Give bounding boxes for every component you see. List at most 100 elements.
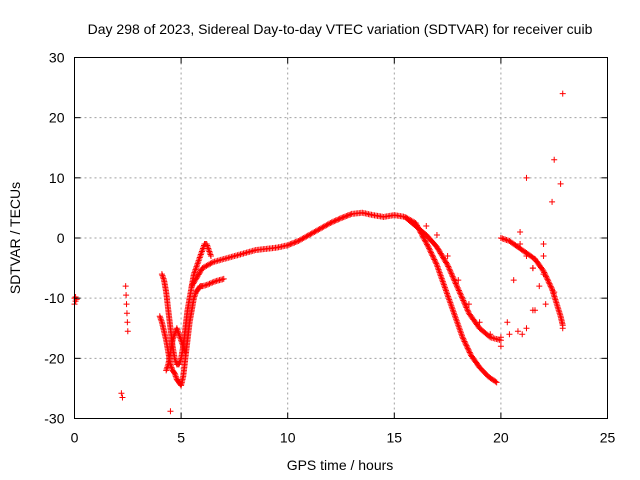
data-point [182, 349, 189, 356]
y-tick-label: 10 [49, 170, 65, 186]
data-point [461, 338, 468, 345]
data-point [284, 242, 291, 249]
data-point [514, 328, 521, 335]
data-point [341, 213, 348, 220]
data-point [167, 408, 174, 415]
data-point [118, 390, 125, 397]
data-point [463, 304, 470, 311]
data-point [460, 297, 467, 304]
data-point [345, 211, 352, 218]
data-point [426, 245, 433, 252]
series-band-branch-2 [423, 222, 494, 338]
data-point [547, 281, 554, 288]
data-point [460, 298, 467, 305]
data-point [445, 263, 452, 270]
axis-ticks: 0 5 10 15 20 25 -30 -20 -10 0 10 20 30 [44, 50, 615, 446]
data-point [448, 271, 455, 278]
data-point [286, 241, 293, 248]
data-point [207, 253, 214, 260]
data-point [517, 241, 524, 248]
data-point [540, 271, 547, 278]
data-point [122, 283, 129, 290]
data-point [430, 255, 437, 262]
data-point [428, 250, 435, 257]
x-tick-label: 25 [600, 430, 616, 446]
data-point [207, 280, 214, 287]
y-tick-label: 20 [49, 110, 65, 126]
data-point [335, 216, 342, 223]
data-point [455, 277, 462, 284]
data-point [497, 235, 504, 241]
data-point [433, 260, 440, 267]
data-point [523, 174, 530, 181]
series-late-rising-2 [497, 180, 564, 341]
data-point [450, 274, 457, 281]
data-point [426, 246, 433, 253]
data-point [504, 319, 511, 326]
data-point [546, 280, 553, 287]
data-point [334, 216, 341, 223]
data-point [444, 253, 451, 260]
x-tick-label: 5 [177, 430, 185, 446]
data-point [446, 266, 453, 273]
data-marks [71, 90, 566, 415]
data-point [505, 237, 512, 244]
data-point [328, 219, 335, 226]
series-scatter-2h [118, 283, 131, 401]
data-point [452, 279, 459, 286]
data-point [465, 346, 472, 353]
data-point [124, 328, 131, 335]
data-point [493, 379, 500, 386]
data-point [338, 215, 344, 222]
data-point [326, 220, 333, 227]
chart-title: Day 298 of 2023, Sidereal Day-to-day VTE… [88, 21, 593, 37]
data-point [457, 290, 464, 297]
data-point [430, 253, 437, 260]
data-point [425, 244, 432, 251]
data-point [463, 342, 470, 349]
data-point [288, 240, 295, 247]
x-axis-label: GPS time / hours [287, 457, 394, 473]
data-point [464, 345, 471, 352]
data-point [517, 228, 524, 235]
data-point [170, 369, 177, 376]
data-point [464, 307, 471, 314]
data-point [506, 331, 513, 338]
data-point [119, 394, 126, 401]
data-point [455, 286, 462, 293]
data-point [519, 331, 526, 338]
data-point [459, 294, 466, 301]
data-point [460, 335, 467, 342]
data-point [543, 275, 550, 282]
data-point [210, 278, 217, 285]
data-point [459, 334, 466, 341]
data-point [458, 293, 465, 300]
data-point [423, 241, 430, 248]
data-point [557, 180, 564, 187]
data-point [503, 237, 510, 244]
data-point [551, 156, 558, 163]
data-point [422, 238, 429, 245]
data-point [549, 198, 556, 205]
data-point [497, 334, 504, 341]
data-point [464, 343, 471, 350]
data-point [461, 300, 468, 307]
data-point [123, 301, 130, 308]
data-point [540, 241, 547, 248]
data-point [547, 283, 554, 290]
data-point [544, 276, 551, 283]
data-point [449, 273, 456, 280]
data-point [340, 214, 347, 221]
data-point [559, 90, 566, 97]
data-point [452, 280, 459, 287]
data-point [421, 236, 428, 243]
x-tick-label: 20 [493, 430, 509, 446]
data-point [559, 325, 566, 332]
series-isolated [167, 408, 174, 415]
series-segment-c [163, 325, 189, 374]
data-point [209, 279, 216, 286]
data-point [206, 280, 213, 287]
y-tick-label: -10 [44, 290, 64, 306]
series-late-rising-1 [497, 174, 530, 350]
